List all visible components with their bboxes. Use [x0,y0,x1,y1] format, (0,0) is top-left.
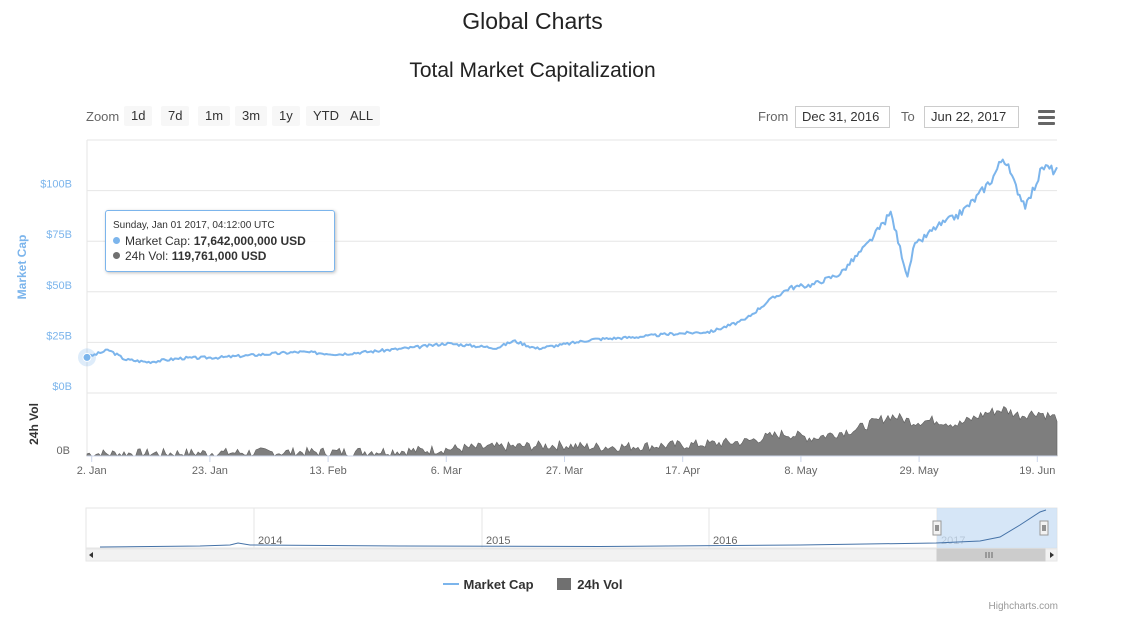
zoom-label: Zoom [86,109,120,124]
chart-title: Total Market Capitalization [409,59,656,82]
scrollbar-thumb[interactable] [936,548,1046,562]
market-cap-line [86,158,1058,365]
tooltip-market-cap-label: Market Cap: [125,234,191,248]
navigator-handle-icon[interactable] [932,520,942,536]
zoom-1y-button[interactable]: 1y [272,106,300,126]
legend-label-market-cap: Market Cap [463,577,534,592]
y-tick-label: $0B [52,381,72,393]
legend-label-volume: 24h Vol [577,577,623,592]
legend-item-volume[interactable]: 24h Vol [557,577,622,592]
market-cap-dot-icon [113,237,120,244]
legend: Market Cap 24h Vol [0,577,1065,592]
scroll-right-icon[interactable] [1050,552,1054,558]
from-label: From [758,109,789,124]
x-tick-label: 19. Jun [1019,465,1055,477]
hover-marker [78,348,96,367]
volume-area [86,406,1058,457]
to-label: To [901,109,915,124]
y-axis-title: Market Cap [15,235,29,300]
line-swatch-icon [442,583,459,585]
navigator-selection[interactable] [937,508,1057,548]
hamburger-menu-icon[interactable] [1038,110,1055,125]
zoom-all-button[interactable]: ALL [343,106,381,126]
y-tick-label: $75B [46,229,72,241]
navigator-year-label: 2016 [713,535,737,547]
page-title: Global Charts [462,8,603,34]
area-swatch-icon [557,578,572,590]
volume-series [86,406,1058,457]
x-tick-label: 8. May [784,465,818,477]
vol-tick-label: 0B [57,445,70,457]
y-tick-label: $25B [46,330,72,342]
navigator-frame [85,507,1058,549]
x-tick-label: 29. May [900,465,940,477]
navigator-year-label: 2015 [486,535,510,547]
legend-item-market-cap[interactable]: Market Cap [442,577,534,592]
tooltip-market-cap-row: Market Cap: 17,642,000,000 USD [113,234,306,248]
x-tick-label: 2. Jan [77,465,107,477]
tooltip: Sunday, Jan 01 2017, 04:12:00 UTC Market… [105,210,335,272]
tooltip-volume-label: 24h Vol: [125,249,169,263]
navigator-series [99,509,1047,548]
grid-lines [86,139,1057,456]
zoom-1m-button[interactable]: 1m [198,106,231,126]
zoom-1d-button[interactable]: 1d [124,106,153,126]
navigator-year-label: 2014 [258,535,282,547]
zoom-3m-button[interactable]: 3m [235,106,268,126]
axes: $0B $25B $50B $75B $100B 0B Market Cap 24h Vol 2… [15,179,1057,477]
to-date-input[interactable]: Jun 22, 2017 [924,106,1019,128]
tooltip-header: Sunday, Jan 01 2017, 04:12:00 UTC [113,220,275,231]
zoom-ytd-button[interactable]: YTD [306,106,346,126]
x-tick-label: 23. Jan [192,465,228,477]
vol-axis-title: 24h Vol [27,403,41,445]
x-tick-label: 27. Mar [546,465,584,477]
x-tick-label: 6. Mar [431,465,463,477]
x-tick-label: 17. Apr [665,465,700,477]
tooltip-volume-row: 24h Vol: 119,761,000 USD [113,249,266,263]
navigator[interactable]: 2014201520162017 [85,507,1058,562]
volume-dot-icon [113,252,120,259]
tooltip-volume-value: 119,761,000 USD [171,249,267,263]
tooltip-market-cap-value: 17,642,000,000 USD [193,234,306,248]
market-cap-series [86,158,1058,365]
x-tick-label: 13. Feb [309,465,346,477]
y-tick-label: $50B [46,280,72,292]
hover-point [82,352,92,362]
from-date-input[interactable]: Dec 31, 2016 [795,106,890,128]
y-tick-label: $100B [40,179,72,191]
navigator-handle-icon[interactable] [1039,520,1049,536]
zoom-7d-button[interactable]: 7d [161,106,190,126]
credits-link[interactable]: Highcharts.com [988,601,1058,612]
scroll-left-icon[interactable] [89,552,93,558]
scrollbar-track[interactable] [85,548,1058,562]
